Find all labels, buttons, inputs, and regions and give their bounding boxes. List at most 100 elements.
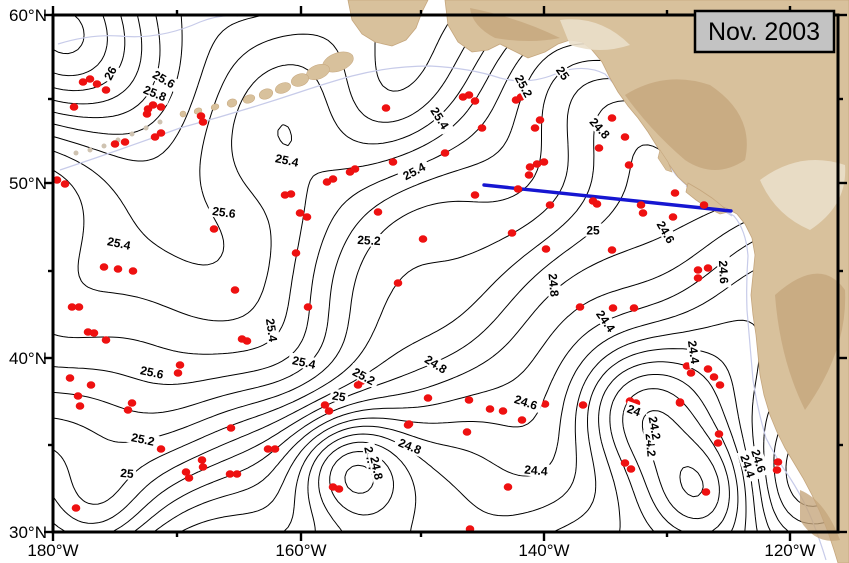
station-dot (328, 175, 338, 183)
aleutian-islet (143, 125, 149, 131)
aleutian-island (275, 82, 291, 94)
station-dot (71, 504, 81, 512)
station-dot (225, 470, 235, 478)
station-dot (263, 445, 273, 453)
aleutian-islet (129, 131, 135, 137)
station-dot (485, 405, 495, 413)
station-dot (75, 402, 85, 410)
contour-label-gap (263, 313, 281, 347)
contour-label-gap (347, 362, 381, 390)
station-dot (638, 209, 648, 217)
contour-label-gap (552, 62, 574, 84)
station-dot (773, 458, 783, 466)
contour-label-gap (102, 233, 136, 253)
contour-label-text: 24.8 (546, 273, 562, 298)
land-layer (73, 0, 849, 563)
contour-label-gap (645, 411, 665, 445)
station-dot (226, 424, 236, 432)
station-dot (714, 430, 724, 438)
x-tick-label-160w: 160°W (275, 541, 326, 560)
aleutian-island (210, 103, 220, 111)
station-dot (101, 86, 111, 94)
aleutian-island (291, 73, 309, 87)
station-dot (607, 246, 617, 254)
station-dot (507, 229, 517, 237)
station-dot (607, 114, 617, 122)
contour-label-text: 25.4 (106, 234, 132, 253)
aleutian-island (242, 94, 256, 104)
contour-label-gap (546, 268, 562, 302)
land-relief-highlight (760, 160, 846, 230)
station-dot (626, 465, 636, 473)
station-dot (693, 274, 703, 282)
contour-label-gap (270, 150, 304, 170)
station-dot (303, 303, 313, 311)
contour-label-gap (397, 157, 431, 185)
contour-line (679, 466, 704, 498)
contour-label-gap (126, 429, 160, 449)
date-badge-box (693, 9, 836, 54)
contour-labels-layer: 26 25.625.825.425.625.425.2 2524.825.425.2… (100, 62, 771, 485)
contour-label-gap (591, 304, 621, 338)
contour-label-text: 25.4 (263, 318, 280, 343)
station-dot (440, 149, 450, 157)
contour-label-gap (117, 465, 137, 481)
station-dot (89, 329, 99, 337)
contour-label-gap (716, 256, 732, 288)
station-dot (503, 483, 513, 491)
station-dot (594, 144, 604, 152)
contour-label-gap (353, 232, 385, 248)
station-dot (404, 420, 414, 428)
contour-label-text: 26 (101, 64, 120, 83)
contour-label-text: 24.4 (524, 463, 549, 479)
transect-line-layer (482, 183, 733, 213)
contour-label-gap (584, 112, 616, 144)
contour-label-gap (584, 223, 602, 237)
plot-border (51, 13, 840, 534)
station-dot (423, 394, 433, 402)
station-dot (120, 138, 130, 146)
station-dot (703, 365, 713, 373)
station-dot (608, 304, 618, 312)
station-dot (513, 185, 523, 193)
x-tick-label-180w: 180°W (27, 541, 78, 560)
station-dot (92, 80, 102, 88)
contour-label-text: 24.6 (513, 392, 540, 413)
station-dot (110, 140, 120, 148)
station-dot (198, 463, 208, 471)
station-dot (636, 201, 646, 209)
contour-label-text: 25.4 (291, 353, 317, 372)
land-haida-gwaii (657, 149, 673, 173)
station-dot (699, 201, 709, 209)
station-dot (629, 304, 639, 312)
contour-label: 25 (329, 388, 349, 405)
station-dot (184, 474, 194, 482)
contour-label-text: 25.6 (139, 363, 165, 382)
station-dot (620, 133, 630, 141)
station-dot (388, 158, 398, 166)
station-dot (286, 190, 296, 198)
contour-line (52, 14, 108, 77)
y-tick-label-30n: 30°N (9, 523, 47, 542)
station-dot (575, 303, 585, 311)
station-dot (675, 398, 685, 406)
station-dot (196, 112, 206, 120)
station-dot (464, 396, 474, 404)
station-dot (464, 91, 474, 99)
x-tick-label-140w: 140°W (518, 541, 569, 560)
contour-label: 24.8 (367, 451, 387, 485)
station-dots-layer (52, 75, 783, 533)
contour-label-text: 25 (331, 388, 347, 404)
station-dot (73, 392, 83, 400)
station-dot (60, 180, 70, 188)
contour-label-gap (419, 350, 453, 378)
station-dot (498, 407, 508, 415)
station-dot (524, 171, 534, 179)
contour-label: 26 (100, 62, 120, 84)
station-dot (324, 407, 334, 415)
station-dot (670, 189, 680, 197)
station-dot (620, 459, 630, 467)
aleutian-island (258, 88, 274, 100)
contour-line (318, 348, 758, 533)
contour-line (153, 210, 839, 533)
